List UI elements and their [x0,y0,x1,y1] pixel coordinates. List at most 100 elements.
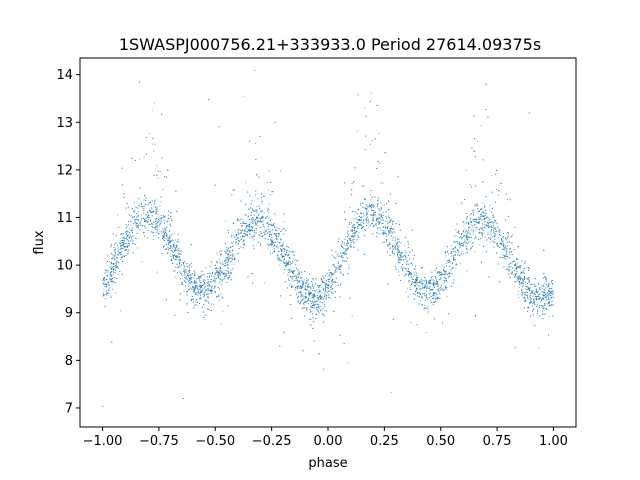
data-point [506,254,508,256]
data-point [127,251,129,253]
data-point [474,235,476,237]
data-point [255,190,257,192]
data-point [120,251,122,253]
data-point [114,282,116,284]
data-point [263,232,265,234]
data-point [123,237,125,239]
data-point [485,227,487,229]
data-point [270,244,272,246]
data-point [353,238,355,240]
data-point [499,231,501,233]
data-point [505,219,507,221]
data-point [444,285,446,287]
data-point [347,273,349,275]
data-point [167,240,169,242]
data-point [480,125,482,127]
data-point [137,226,139,228]
data-point [172,251,174,253]
data-point [112,233,114,235]
data-point [160,215,162,216]
data-point [459,255,461,257]
data-point [405,273,407,275]
data-point [459,243,461,245]
data-point [426,296,428,298]
data-points [102,69,554,407]
data-point [484,205,485,207]
data-point [356,221,358,223]
data-point [486,221,488,223]
data-point [316,300,318,302]
data-point [111,263,113,265]
data-point [354,241,356,243]
data-point [414,268,416,270]
data-point [330,285,332,287]
data-point [242,222,244,224]
data-point [320,296,322,298]
data-point [179,253,181,255]
data-point [191,298,193,300]
data-point [330,288,332,290]
data-point [489,238,491,240]
data-point [203,296,205,298]
data-point [465,241,467,243]
data-point [386,220,388,222]
data-point [538,315,540,317]
data-point [372,210,374,211]
data-point [238,253,240,255]
data-point [531,290,533,292]
data-point [197,294,199,296]
data-point [382,217,384,219]
data-point [262,235,264,237]
data-point [279,260,281,262]
data-point [505,193,507,195]
data-point [454,251,456,253]
data-point [354,226,356,228]
data-point [309,300,311,302]
data-point [384,226,386,228]
data-point [265,217,267,219]
data-point [176,246,178,248]
data-point [210,280,212,282]
data-point [411,229,413,231]
data-point [207,293,209,295]
data-point [446,265,448,267]
data-point [382,219,384,221]
data-point [182,270,184,272]
data-point [114,265,116,267]
data-point [119,243,121,245]
data-point [413,274,415,276]
data-point [201,290,203,292]
data-point [438,291,440,293]
data-point [349,245,351,247]
data-point [372,210,374,212]
data-point [257,225,259,227]
data-point [236,234,238,236]
data-point [466,217,468,219]
data-point [503,246,505,248]
data-point [419,280,421,282]
data-point [433,301,435,303]
data-point [377,220,379,222]
data-point [131,230,133,232]
data-point [287,263,289,265]
data-point [311,294,313,296]
data-point [543,288,545,290]
data-point [500,242,502,244]
data-point [224,220,226,222]
data-point [174,249,176,251]
data-point [382,182,384,184]
data-point [537,295,539,297]
data-point [170,250,172,252]
data-point [243,242,245,244]
data-point [485,109,487,110]
data-point [472,226,474,228]
data-point [320,287,322,289]
data-point [102,283,104,285]
data-point [226,264,228,266]
data-point [321,292,323,294]
data-point [356,130,358,132]
data-point [531,290,533,292]
data-point [143,209,145,211]
data-point [276,230,278,232]
data-point [303,304,305,306]
